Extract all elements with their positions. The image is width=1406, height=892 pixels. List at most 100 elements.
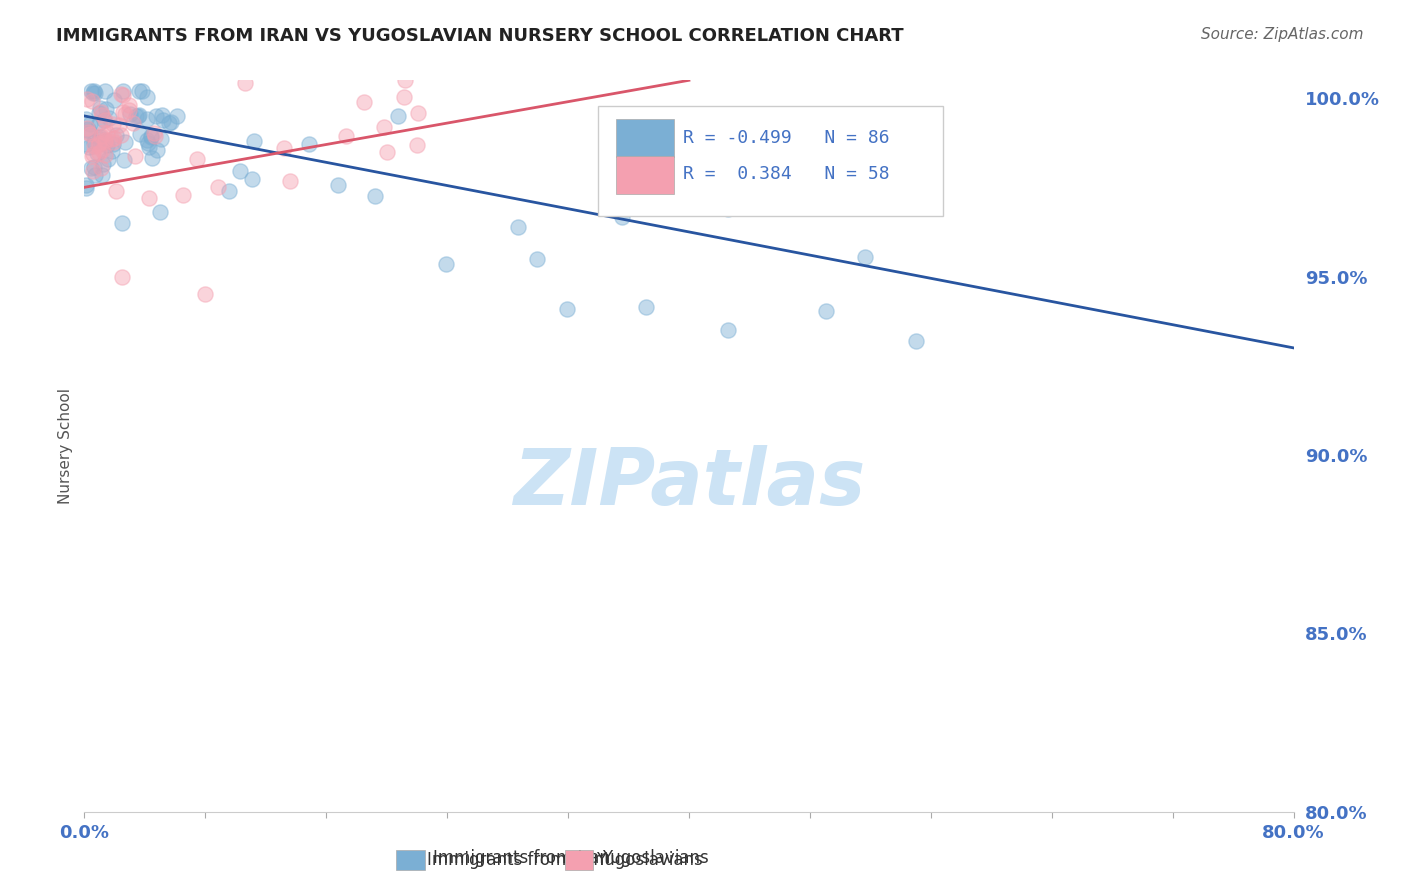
FancyBboxPatch shape: [599, 106, 943, 216]
Point: [105, 184, 128, 198]
Point: [406, 105, 429, 120]
Point: [96, 137, 118, 152]
Point: [101, 144, 124, 158]
Point: [89, 132, 111, 146]
Point: [278, 173, 301, 187]
Point: [76, 121, 98, 136]
Point: [145, 109, 167, 123]
Point: [243, 134, 266, 148]
Point: [717, 202, 740, 217]
Point: [83, 84, 105, 98]
Point: [229, 164, 252, 178]
Point: [101, 135, 124, 149]
Point: [111, 216, 134, 230]
Point: [405, 138, 427, 153]
Point: [136, 136, 159, 150]
Text: ▪: ▪: [406, 847, 423, 870]
Point: [172, 188, 194, 202]
Point: [93, 157, 115, 171]
Point: [150, 108, 173, 122]
Point: [125, 109, 148, 123]
Point: [128, 108, 150, 122]
Point: [111, 269, 134, 284]
Point: [112, 104, 135, 119]
Point: [90, 144, 112, 158]
Point: [79, 140, 101, 154]
Point: [87, 105, 110, 120]
Point: [76, 92, 98, 106]
Point: [194, 287, 217, 301]
Point: [145, 143, 167, 157]
Point: [93, 112, 115, 127]
Text: Immigrants from Iran: Immigrants from Iran: [427, 851, 605, 869]
Point: [240, 172, 263, 186]
Text: ▪: ▪: [575, 847, 592, 870]
Point: [93, 147, 115, 161]
Point: [87, 136, 110, 150]
Point: [87, 138, 110, 153]
Point: [124, 149, 146, 163]
Point: [89, 129, 111, 144]
Point: [364, 189, 387, 203]
Point: [91, 108, 114, 122]
Point: [139, 128, 162, 143]
Point: [157, 115, 180, 129]
Point: [83, 139, 105, 153]
Point: [80, 161, 103, 175]
Point: [90, 104, 112, 119]
Point: [218, 184, 240, 198]
Point: [86, 146, 108, 161]
Point: [101, 131, 124, 145]
Point: [353, 95, 375, 109]
Point: [526, 252, 548, 266]
Point: [207, 180, 229, 194]
Point: [128, 84, 150, 98]
Point: [82, 164, 104, 178]
Text: Immigrants from Iran: Immigrants from Iran: [433, 849, 610, 867]
Point: [143, 126, 166, 140]
Point: [149, 205, 172, 219]
Point: [101, 136, 124, 151]
Point: [118, 103, 141, 117]
Point: [82, 147, 104, 161]
Point: [328, 178, 350, 192]
Point: [101, 117, 124, 131]
Point: [87, 116, 110, 130]
Point: [114, 136, 136, 150]
Point: [394, 73, 416, 87]
Point: [77, 124, 100, 138]
Point: [97, 152, 120, 166]
Point: [112, 153, 135, 168]
Point: [135, 89, 157, 103]
Point: [128, 127, 150, 141]
Point: [89, 146, 111, 161]
Point: [75, 178, 97, 192]
Point: [298, 136, 321, 151]
Point: [112, 87, 135, 102]
Point: [111, 84, 134, 98]
Text: R =  0.384   N = 58: R = 0.384 N = 58: [683, 165, 890, 183]
Point: [83, 161, 105, 175]
Point: [335, 128, 357, 143]
Point: [375, 145, 398, 159]
Point: [94, 102, 117, 116]
Point: [94, 112, 117, 127]
Point: [508, 219, 530, 234]
Point: [75, 112, 97, 127]
Point: [75, 181, 97, 195]
Point: [717, 323, 740, 337]
Point: [91, 168, 114, 182]
Point: [138, 191, 160, 205]
Point: [273, 141, 295, 155]
Point: [634, 300, 657, 314]
Point: [392, 90, 415, 104]
Point: [121, 116, 143, 130]
Point: [94, 135, 117, 149]
Point: [107, 118, 129, 132]
Point: [83, 86, 105, 100]
Point: [150, 132, 173, 146]
Point: [83, 168, 105, 182]
Point: [186, 153, 208, 167]
Point: [83, 136, 105, 150]
Text: ZIPatlas: ZIPatlas: [513, 444, 865, 521]
